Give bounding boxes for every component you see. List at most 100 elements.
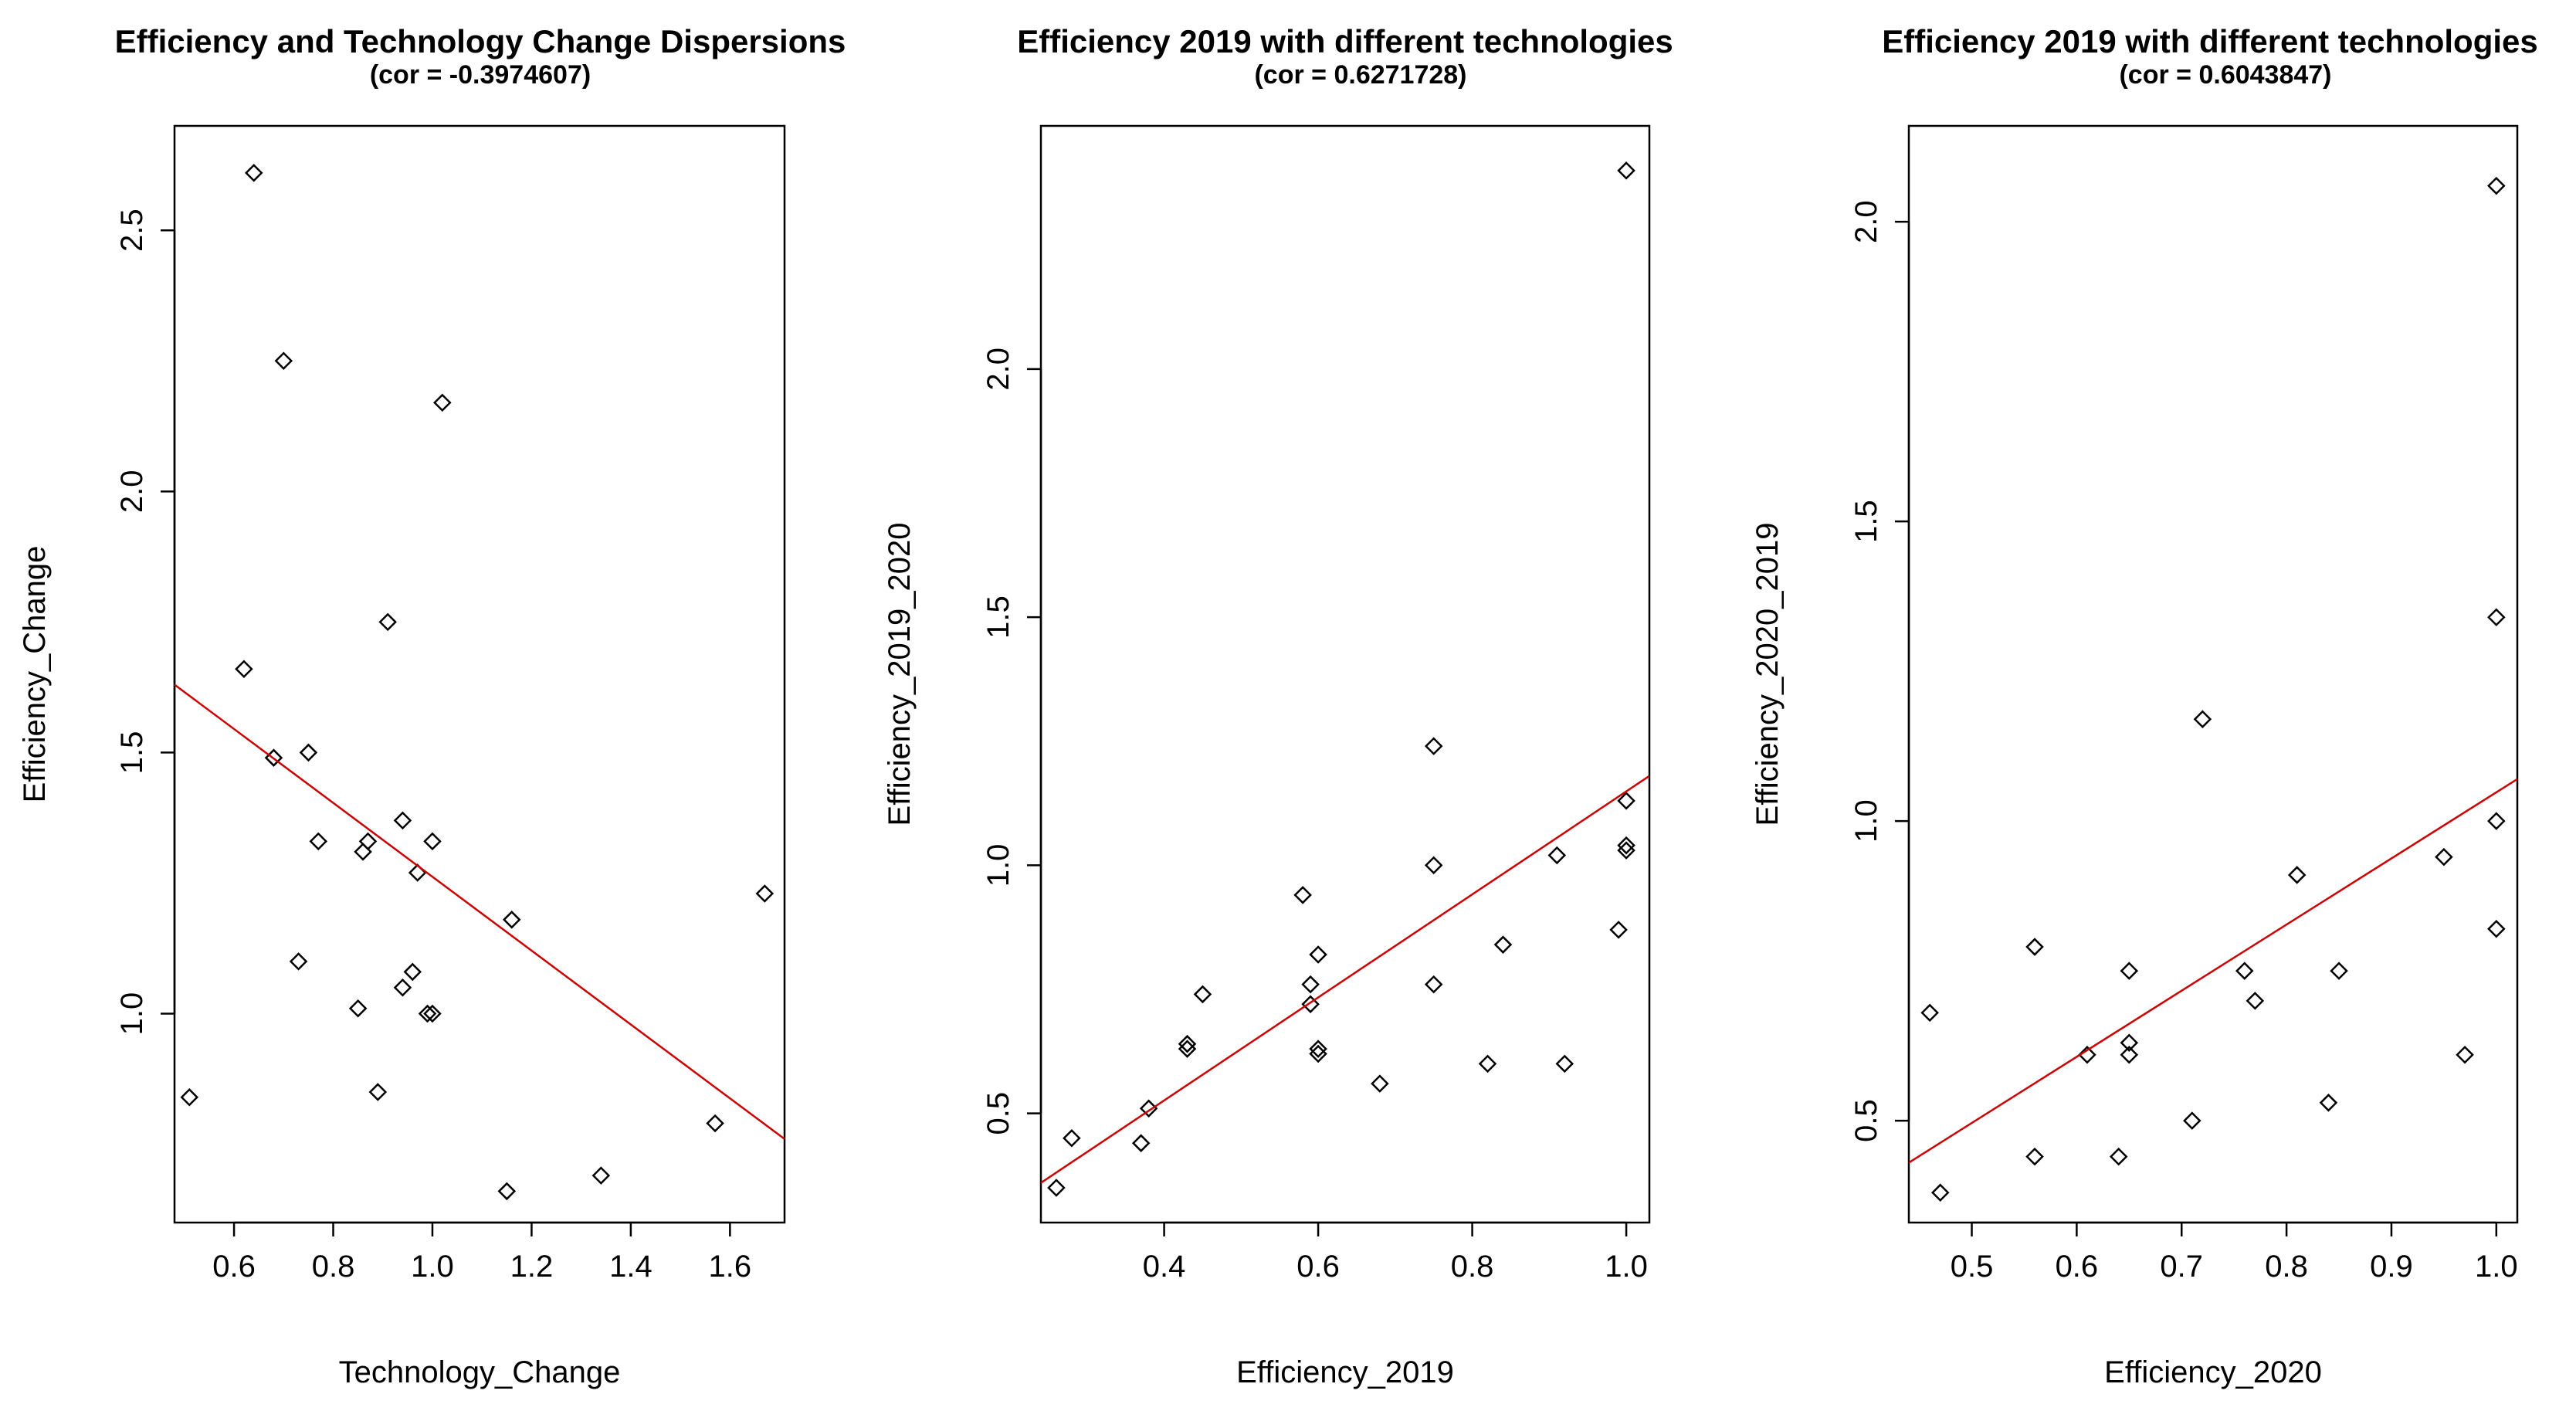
panel-2-y-tick-label: 1.0 — [981, 844, 1015, 887]
data-point — [1063, 1129, 1081, 1148]
panel-1-x-tick-label: 0.6 — [212, 1250, 256, 1284]
panel-3-x-tick-label: 0.5 — [1951, 1250, 1994, 1284]
panel-3-title: Efficiency 2019 with different technolog… — [1882, 23, 2538, 59]
data-point — [502, 911, 521, 929]
panel-1-x-axis-label: Technology_Change — [339, 1355, 621, 1389]
panel-2-y-tick-label: 2.0 — [981, 348, 1015, 391]
data-point — [1131, 1134, 1151, 1152]
data-point — [2456, 1045, 2474, 1064]
data-point — [403, 962, 422, 982]
data-point — [358, 832, 378, 851]
data-point — [1617, 841, 1635, 860]
data-point — [2193, 710, 2212, 728]
panel-3-fit — [1908, 778, 2518, 1164]
data-point — [2487, 920, 2506, 938]
panel-1-y-tick-label: 1.5 — [115, 731, 149, 775]
data-point — [418, 1004, 437, 1023]
data-point — [2487, 176, 2506, 195]
panel-2-x-axis: 0.4 0.6 0.8 1.0 — [1143, 1221, 1648, 1284]
data-point — [393, 811, 412, 830]
regression-line — [1040, 775, 1650, 1184]
panel-1-title: Efficiency and Technology Change Dispers… — [115, 23, 846, 59]
panel-3-x-tick-label: 0.6 — [2056, 1250, 2099, 1284]
data-point — [1047, 1179, 1066, 1197]
data-point — [1178, 1034, 1197, 1053]
data-point — [2078, 1045, 2096, 1064]
data-point — [2120, 962, 2139, 980]
panel-2-x-tick-label: 0.8 — [1451, 1250, 1494, 1284]
panel-1-y-tick-label: 2.0 — [115, 470, 149, 514]
panel-1-x-axis: 0.6 0.8 1.0 1.2 1.4 1.6 — [212, 1221, 752, 1284]
panel-3-subtitle: (cor = 0.6043847) — [2119, 60, 2331, 90]
panel-1-y-tick-label: 1.0 — [115, 992, 149, 1036]
panel-2-y-tick-label: 1.5 — [981, 595, 1015, 639]
data-point — [348, 999, 368, 1018]
data-point — [1617, 836, 1635, 855]
panel-3-y-tick-label: 2.0 — [1849, 200, 1883, 243]
data-point — [309, 832, 328, 851]
data-point — [1193, 985, 1212, 1004]
data-point — [706, 1114, 724, 1133]
data-point — [1301, 995, 1320, 1014]
panel-1-points — [180, 164, 774, 1201]
panel-2-x-tick-label: 0.6 — [1296, 1250, 1340, 1284]
panel-1-y-axis-label: Efficiency_Change — [18, 546, 52, 803]
data-point — [1371, 1074, 1389, 1093]
data-point — [1309, 945, 1327, 964]
panel-2-title: Efficiency 2019 with different technolog… — [1017, 23, 1673, 59]
panel-2-fit — [1040, 775, 1650, 1184]
panel-3: Efficiency 2019 with different technolog… — [1751, 23, 2538, 1389]
panel-2-y-axis: 0.5 1.0 1.5 2.0 — [981, 348, 1042, 1135]
data-point — [368, 1083, 388, 1101]
data-point — [408, 863, 427, 882]
panel-1-y-axis: 1.0 1.5 2.0 2.5 — [115, 209, 176, 1036]
data-point — [1309, 1040, 1327, 1058]
panel-3-y-tick-label: 0.5 — [1849, 1099, 1883, 1142]
data-point — [299, 743, 318, 762]
panel-1: Efficiency and Technology Change Dispers… — [18, 23, 846, 1389]
data-point — [2487, 608, 2506, 627]
data-point — [755, 884, 774, 903]
panel-2-y-tick-label: 0.5 — [981, 1092, 1015, 1135]
data-point — [354, 843, 372, 861]
data-point — [274, 351, 293, 371]
panel-1-x-tick-label: 1.6 — [709, 1250, 752, 1284]
panel-3-y-axis-label: Efficiency_2020_2019 — [1751, 523, 1785, 826]
data-point — [497, 1182, 517, 1201]
data-point — [1547, 846, 1567, 865]
data-point — [433, 393, 452, 412]
panel-1-subtitle: (cor = -0.3974607) — [370, 60, 591, 90]
data-point — [1424, 856, 1443, 875]
data-point — [1478, 1054, 1497, 1074]
panel-2-points — [1047, 161, 1635, 1197]
panel-1-x-tick-label: 1.4 — [609, 1250, 652, 1284]
panel-3-x-tick-label: 0.8 — [2265, 1250, 2308, 1284]
panel-2-x-tick-label: 1.0 — [1605, 1250, 1648, 1284]
data-point — [423, 1004, 442, 1023]
data-point — [1301, 975, 1320, 994]
data-point — [1617, 792, 1635, 810]
panel-3-y-axis: 0.5 1.0 1.5 2.0 — [1849, 200, 1910, 1142]
data-point — [1930, 1183, 1950, 1202]
panel-3-points — [1920, 176, 2506, 1202]
panel-1-y-tick-label: 2.5 — [115, 209, 149, 252]
panel-1-x-tick-label: 0.8 — [312, 1250, 355, 1284]
data-point — [244, 164, 263, 182]
data-point — [2109, 1147, 2128, 1166]
panel-1-x-tick-label: 1.2 — [510, 1250, 554, 1284]
data-point — [180, 1087, 199, 1107]
data-point — [1920, 1003, 1939, 1023]
data-point — [591, 1166, 611, 1185]
data-point — [393, 978, 412, 997]
data-point — [2025, 1147, 2044, 1166]
data-point — [1555, 1054, 1574, 1074]
panel-3-x-tick-label: 1.0 — [2475, 1250, 2518, 1284]
data-point — [235, 660, 253, 679]
panel-1-fit — [174, 683, 785, 1140]
data-point — [2287, 866, 2307, 884]
data-point — [1609, 921, 1628, 939]
data-point — [378, 612, 397, 632]
panel-2-plot-frame — [1039, 124, 1651, 1224]
data-point — [1493, 935, 1513, 954]
